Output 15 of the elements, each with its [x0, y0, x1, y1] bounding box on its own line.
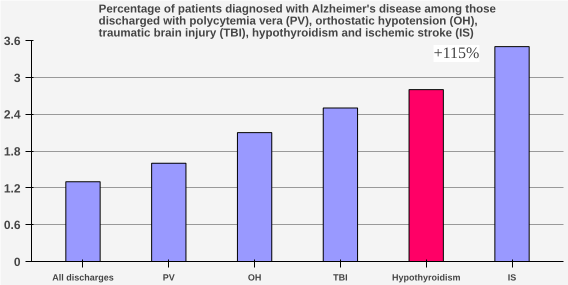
- y-tick-label: 3: [14, 70, 21, 85]
- y-tick-label: 0: [14, 255, 21, 269]
- x-tick-label: TBI: [333, 272, 348, 282]
- y-tick-label: 1.8: [4, 144, 21, 158]
- x-tick-label: All discharges: [52, 272, 114, 282]
- annotation: +115%: [434, 44, 480, 62]
- x-tick-label: PV: [162, 272, 175, 282]
- chart-title: Percentage of patients diagnosed with Alzheimer's disease among those discharged with polycytemia vera (PV), orthostatic hypotension (OH), traumatic brain injury (TBI), hypothyroidism and ischemic stroke (IS): [98, 4, 496, 40]
- x-tick-label: Hypothyroidism: [392, 272, 460, 282]
- x-tick-label: OH: [248, 272, 262, 282]
- y-tick-label: 1.2: [4, 181, 21, 196]
- y-tick-label: 2.4: [4, 108, 21, 122]
- y-tick-label: 0.6: [4, 218, 21, 232]
- y-tick-label: 3.6: [4, 34, 21, 48]
- x-tick-label: IS: [508, 272, 516, 282]
